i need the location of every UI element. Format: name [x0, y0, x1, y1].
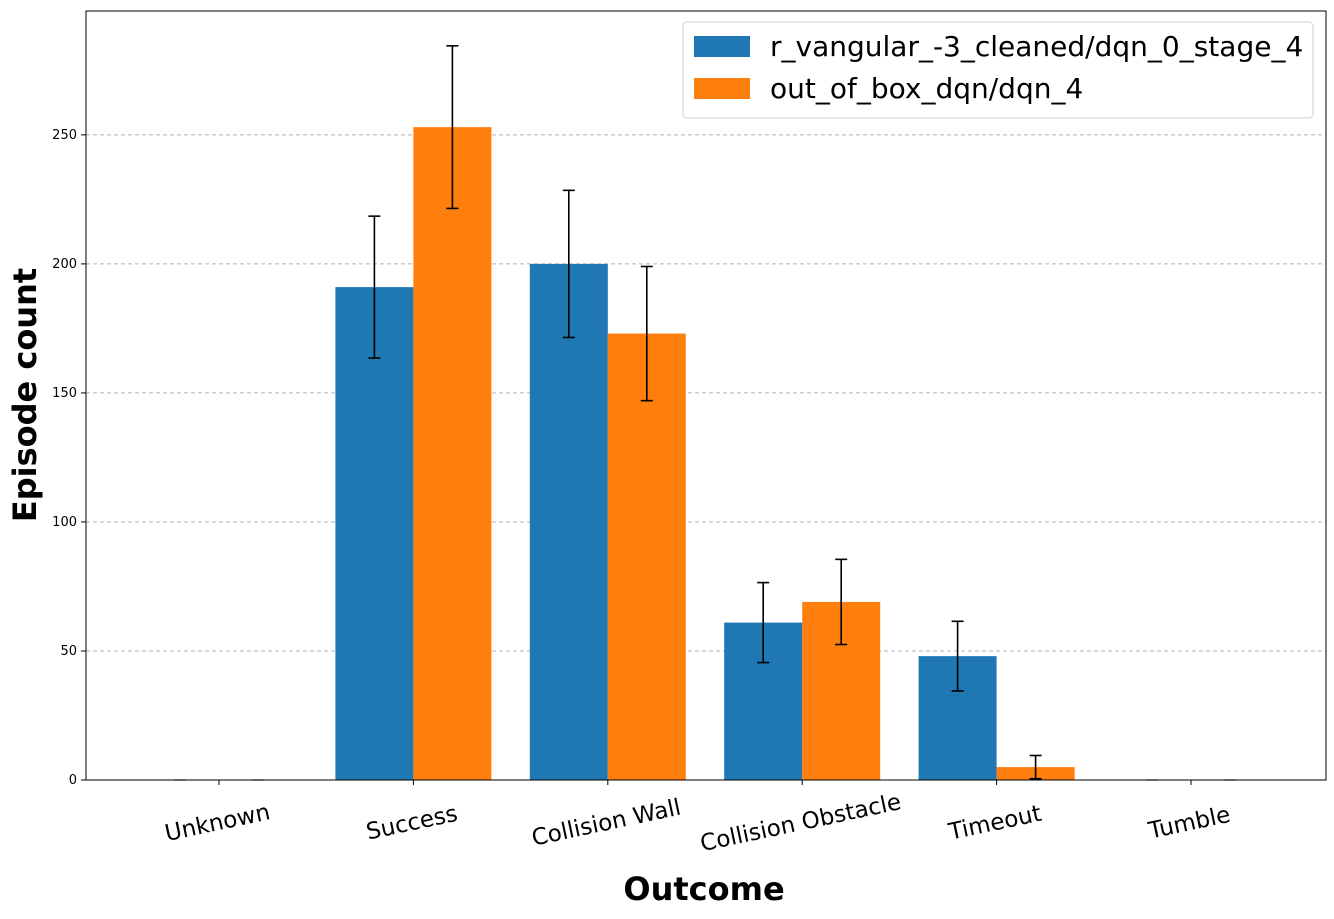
error-bar: [951, 620, 964, 692]
error-bar: [757, 581, 770, 664]
plot-frame: [85, 10, 1327, 781]
legend-label: out_of_box_dqn/dqn_4: [770, 72, 1083, 105]
legend: r_vangular_-3_cleaned/dqn_0_stage_4 out_o…: [682, 21, 1314, 119]
x-tick-label: Collision Obstacle: [698, 789, 904, 857]
error-bar: [562, 189, 575, 339]
error-bar: [446, 45, 459, 210]
x-tick-label: Unknown: [163, 799, 273, 847]
y-tick-label: 150: [52, 386, 77, 401]
grid-lines: [86, 134, 1326, 652]
legend-box: [682, 21, 1314, 119]
error-bar: [368, 215, 381, 359]
x-axis-ticks: Unknown Success Collision Wall Collision Ob…: [163, 780, 1233, 857]
x-tick-label: Success: [364, 801, 460, 846]
bar-series1: [529, 263, 608, 781]
legend-swatch: [694, 78, 750, 99]
bars: [335, 127, 1075, 781]
error-bars: [174, 45, 1236, 781]
y-tick-label: 50: [60, 644, 77, 659]
y-tick-label: 100: [52, 515, 77, 530]
x-axis-label: Outcome: [623, 870, 784, 908]
legend-swatch: [694, 36, 750, 57]
legend-label: r_vangular_-3_cleaned/dqn_0_stage_4: [770, 30, 1303, 63]
x-tick-label: Collision Wall: [529, 795, 683, 852]
y-axis-ticks: 0 50 100 150 200 250: [52, 128, 86, 788]
error-bar: [835, 558, 848, 646]
y-tick-label: 200: [52, 257, 77, 272]
error-bar: [640, 265, 653, 402]
y-axis-label: Episode count: [6, 268, 44, 522]
bar-series2: [413, 127, 492, 781]
y-tick-label: 250: [52, 128, 77, 143]
y-tick-label: 0: [69, 773, 77, 788]
bar-series2: [607, 333, 686, 780]
error-bar: [1029, 754, 1042, 780]
bar-series1: [335, 287, 414, 780]
x-tick-label: Tumble: [1145, 802, 1232, 845]
x-tick-label: Timeout: [946, 801, 1044, 846]
